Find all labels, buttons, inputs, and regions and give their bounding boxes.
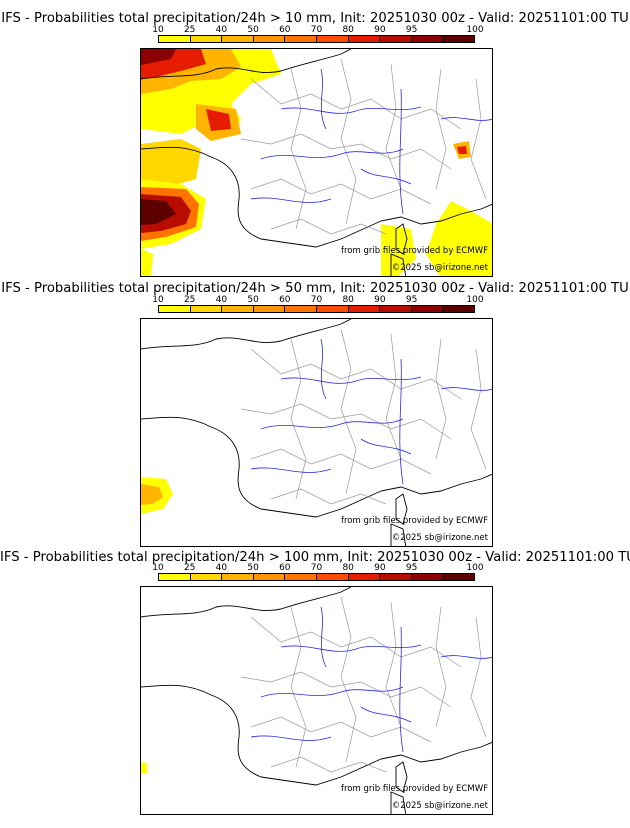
map-50mm: from grib files provided by ECMWF ©2025 … [140,318,493,547]
credit-copyright: ©2025 sb@irizone.net [391,533,488,543]
map-10mm: from grib files provided by ECMWF ©2025 … [140,48,493,277]
panel-title: IFS - Probabilities total precipitation/… [0,550,630,565]
panel-title: IFS - Probabilities total precipitation/… [1,11,629,26]
colorbar-tick-label: 95 [405,563,418,573]
colorbar-tick-label: 50 [247,25,259,35]
colorbar-tick-label: 10 [152,295,164,305]
colorbar-swatch [190,306,223,312]
colorbar-tick-label: 40 [215,295,228,305]
colorbar-tick-label: 25 [183,25,196,35]
colorbar-swatch [348,574,381,580]
colorbar-swatch [380,306,412,312]
map-canvas [141,319,492,546]
rivers [250,68,492,215]
colorbar-swatch [316,36,349,42]
coastline [141,319,492,546]
precip-shading [141,762,147,774]
colorbar-swatch [285,36,317,42]
colorbar-tick-label: 60 [279,295,291,305]
colorbar-swatch [411,36,444,42]
colorbar-tick-label: 80 [342,25,354,35]
colorbar-swatch [411,306,444,312]
map-100mm: from grib files provided by ECMWF ©2025 … [140,586,493,815]
map-canvas [141,587,492,814]
admin-borders [240,58,487,235]
colorbar-tick-label: 10 [152,25,164,35]
colorbar-swatch [190,36,223,42]
colorbar-tick-label: 100 [466,563,484,573]
colorbar-swatch [253,574,286,580]
colorbar-tick-label: 25 [183,563,196,573]
colorbar-swatch [285,574,317,580]
map-canvas [141,49,492,276]
colorbar-tick-label: 70 [310,25,323,35]
colorbar-swatch [222,574,254,580]
colorbar-swatches [158,305,475,313]
panel-50mm: IFS - Probabilities total precipitation/… [0,270,630,548]
colorbar-swatch [316,306,349,312]
colorbar-ticks: 10 25 40 50 60 70 80 90 95 100 [152,25,483,35]
colorbar-swatch [380,36,412,42]
colorbar-swatch [159,36,191,42]
colorbar-swatch [253,36,286,42]
precip-shading [141,49,492,276]
colorbar-swatch [159,574,191,580]
colorbar-tick-label: 25 [183,295,196,305]
colorbar-tick-label: 70 [310,563,323,573]
rivers [250,606,492,753]
coastline [141,49,492,276]
colorbar-swatch [222,36,254,42]
panel-10mm: IFS - Probabilities total precipitation/… [0,0,630,278]
coastline [141,587,492,814]
colorbar-swatch [159,306,191,312]
rivers [250,338,492,485]
colorbar-tick-label: 95 [405,295,418,305]
colorbar-tick-label: 60 [279,563,291,573]
colorbar-tick-label: 100 [466,25,484,35]
colorbar-swatches [158,573,475,581]
colorbar-tick-label: 80 [342,563,354,573]
colorbar-swatch [253,306,286,312]
credit-copyright: ©2025 sb@irizone.net [391,263,488,273]
colorbar-tick-label: 10 [152,563,164,573]
colorbar-tick-label: 70 [310,295,323,305]
precip-shading [141,477,173,514]
admin-borders [240,596,487,773]
colorbar-tick-label: 100 [466,295,484,305]
colorbar-tick-label: 90 [374,25,386,35]
colorbar-swatch [443,36,474,42]
colorbar-swatch [316,574,349,580]
colorbar-ticks: 10 25 40 50 60 70 80 90 95 100 [152,295,483,305]
credit-source: from grib files provided by ECMWF [341,784,488,794]
credit-source: from grib files provided by ECMWF [341,246,488,256]
colorbar-tick-label: 40 [215,563,228,573]
colorbar-tick-label: 95 [405,25,418,35]
colorbar-tick-label: 80 [342,295,354,305]
colorbar-swatch [222,306,254,312]
colorbar-tick-label: 90 [374,295,386,305]
panel-title: IFS - Probabilities total precipitation/… [1,281,629,296]
panel-100mm: IFS - Probabilities total precipitation/… [0,540,630,828]
colorbar-tick-label: 60 [279,25,291,35]
admin-borders [240,328,487,505]
colorbar-swatch [443,574,474,580]
colorbar-swatch [348,36,381,42]
credit-source: from grib files provided by ECMWF [341,516,488,526]
colorbar-tick-label: 50 [247,563,259,573]
colorbar-tick-label: 40 [215,25,228,35]
colorbar-tick-label: 50 [247,295,259,305]
colorbar-tick-label: 90 [374,563,386,573]
colorbar-swatch [190,574,223,580]
colorbar-swatches [158,35,475,43]
colorbar-swatch [380,574,412,580]
colorbar-swatch [285,306,317,312]
colorbar-ticks: 10 25 40 50 60 70 80 90 95 100 [152,563,483,573]
credit-copyright: ©2025 sb@irizone.net [391,801,488,811]
colorbar-swatch [348,306,381,312]
colorbar-swatch [443,306,474,312]
colorbar-swatch [411,574,444,580]
